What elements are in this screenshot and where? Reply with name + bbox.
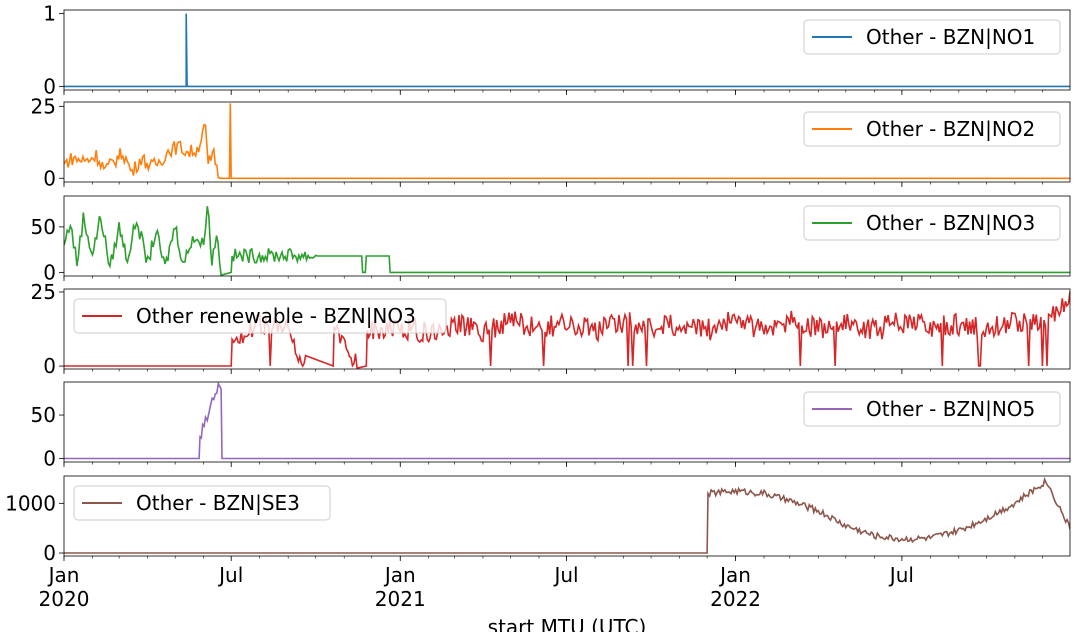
axes-frame	[63, 381, 1071, 463]
panel-5: 0 50 Other - BZN|NO5	[31, 381, 1071, 471]
panel-4: 0 25 Other renewable - BZN|NO3	[31, 280, 1071, 378]
y-tick-label: 0	[43, 260, 56, 284]
y-tick-label: 50	[31, 215, 56, 239]
legend-label: Other - BZN|NO5	[866, 397, 1035, 421]
x-tick-year-label: 2022	[710, 587, 761, 611]
x-tick-year-label: 2020	[39, 587, 90, 611]
legend: Other - BZN|NO2	[803, 111, 1061, 147]
legend-box	[803, 19, 1061, 55]
y-tick-label: 1	[43, 2, 56, 26]
series-line	[64, 382, 1070, 460]
axes-frame	[63, 101, 1071, 183]
x-tick-year-label: 2021	[375, 587, 426, 611]
panel-2: 0 25 Other - BZN|NO2	[31, 94, 1071, 190]
series-line	[64, 103, 1070, 180]
y-tick-label: 50	[31, 403, 56, 427]
legend-box	[803, 391, 1061, 427]
y-tick-label: 0	[43, 447, 56, 471]
axes-frame	[63, 475, 1071, 557]
legend: Other renewable - BZN|NO3	[73, 298, 447, 334]
legend: Other - BZN|NO1	[803, 19, 1061, 55]
legend-box	[803, 111, 1061, 147]
y-tick-label: 0	[43, 354, 56, 378]
legend-label: Other - BZN|NO2	[866, 117, 1035, 141]
legend: Other - BZN|NO5	[803, 391, 1061, 427]
legend-box	[73, 298, 447, 334]
panel-1: 0 1 Other - BZN|NO1	[43, 2, 1071, 98]
legend-box	[803, 205, 1061, 241]
series-line	[64, 13, 1070, 88]
y-tick-label: 1000	[5, 491, 56, 515]
series-line	[64, 206, 1070, 276]
y-tick-label: 25	[31, 94, 56, 118]
legend-label: Other - BZN|NO3	[866, 211, 1035, 235]
legend: Other - BZN|NO3	[803, 205, 1061, 241]
panel-3: 0 50 Other - BZN|NO3	[31, 195, 1071, 284]
axes-frame	[63, 195, 1071, 277]
series-line	[64, 476, 1070, 554]
legend-box	[73, 485, 331, 521]
x-tick-label: Jul	[217, 563, 243, 587]
x-tick-label: Jan	[383, 563, 416, 587]
legend: Other - BZN|SE3	[73, 485, 331, 521]
y-tick-label: 0	[43, 166, 56, 190]
x-tick-label: Jul	[552, 563, 578, 587]
x-axis-label: start MTU (UTC)	[488, 615, 647, 632]
legend-label: Other - BZN|SE3	[136, 491, 300, 515]
x-tick-label: Jul	[888, 563, 914, 587]
y-tick-label: 25	[31, 280, 56, 304]
axes-frame	[63, 288, 1071, 370]
panel-6: 0 1000 Other - BZN|SE3	[5, 475, 1071, 565]
legend-label: Other - BZN|NO1	[866, 25, 1035, 49]
x-tick-label: Jan	[47, 563, 80, 587]
y-tick-label: 0	[43, 74, 56, 98]
axes-frame	[63, 9, 1071, 91]
y-tick-label: 0	[43, 541, 56, 565]
x-tick-label: Jan	[718, 563, 751, 587]
legend-label: Other renewable - BZN|NO3	[136, 304, 416, 328]
